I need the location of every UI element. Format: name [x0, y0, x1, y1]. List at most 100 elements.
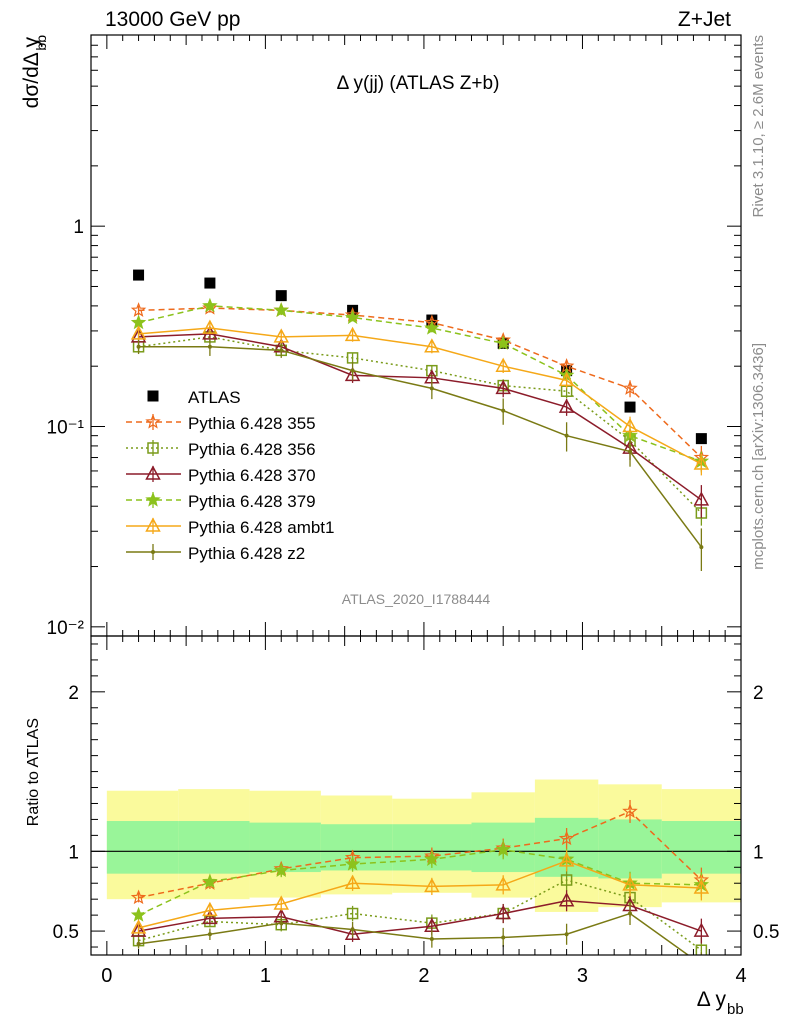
ratio-point: [558, 830, 575, 846]
ratio-y-tick-label: 0.5: [53, 922, 79, 943]
y-axis-label-sub: bb: [33, 35, 49, 51]
x-axis-label-sub: bb: [727, 1001, 744, 1018]
ratio-point: [699, 963, 703, 967]
series-5: [130, 319, 710, 476]
data-point: [622, 417, 638, 433]
ratio-point: [136, 941, 141, 946]
legend: ATLAS Pythia 6.428 355 Pythia 6.428 356 Pyt…: [126, 388, 334, 563]
data-point: [558, 371, 575, 387]
y-tick-label: 10⁻²: [47, 618, 85, 639]
legend-entry: Pythia 6.428 379: [126, 491, 316, 511]
ratio-point: [424, 851, 440, 866]
data-point: [622, 380, 638, 395]
y-axis-label: dσ/dΔ y: [20, 37, 43, 109]
ratio-point: [350, 927, 355, 932]
x-tick-label: 0: [101, 965, 112, 987]
data-point: [279, 348, 284, 353]
legend-entry: Pythia 6.428 z2: [126, 544, 305, 563]
legend-marker: [145, 413, 161, 429]
ratio-series-4: [130, 850, 710, 934]
data-point: [495, 379, 511, 395]
ratio-point: [564, 932, 569, 937]
legend-marker: [145, 517, 161, 532]
legend-label: Pythia 6.428 355: [188, 414, 316, 433]
legend-marker: [145, 465, 161, 480]
legend-label: Pythia 6.428 379: [188, 492, 316, 511]
ratio-point: [501, 935, 506, 940]
legend-marker: [147, 442, 159, 454]
chart-title: Δ y(jj) (ATLAS Z+b): [337, 73, 500, 94]
ratio-point: [130, 922, 147, 937]
x-tick-label: 3: [577, 965, 588, 987]
ratio-point: [628, 911, 633, 916]
data-point: [693, 455, 710, 470]
y-tick-label: 1: [73, 217, 84, 238]
ratio-point: [344, 855, 361, 871]
ratio-y-tick-label-right: 2: [753, 683, 764, 704]
header-left-label: 13000 GeV pp: [105, 8, 240, 31]
y-tick-label: 10⁻¹: [47, 417, 85, 438]
header-right-label: Z+Jet: [678, 8, 731, 31]
data-point: [558, 398, 575, 413]
ratio-point: [346, 907, 359, 920]
data-point: [564, 433, 569, 438]
data-point: [501, 408, 506, 413]
data-point: [275, 290, 287, 302]
data-point: [204, 277, 216, 289]
data-point: [424, 338, 440, 353]
ratio-point: [202, 901, 218, 917]
data-point: [344, 326, 361, 342]
ratio-y-tick-label-right: 1: [753, 842, 764, 863]
x-axis-label: Δ y: [697, 988, 727, 1011]
ratio-point: [622, 876, 638, 891]
data-point: [202, 299, 218, 315]
legend-entry: Pythia 6.428 355: [126, 413, 316, 433]
stat-uncertainty-band: [106, 821, 179, 874]
data-point: [273, 328, 290, 343]
data-point: [133, 269, 145, 281]
data-point: [136, 344, 141, 349]
ratio-y-tick-label: 2: [68, 683, 79, 704]
ratio-y-axis-label: Ratio to ATLAS: [25, 718, 42, 826]
data-point: [202, 319, 218, 334]
data-point: [495, 357, 511, 372]
ratio-point: [344, 925, 361, 941]
data-point: [130, 302, 147, 317]
ratio-point: [495, 841, 511, 857]
ratio-point: [130, 919, 147, 934]
ratio-point: [693, 879, 710, 894]
ratio-point: [693, 922, 710, 937]
legend-marker: [151, 550, 155, 554]
data-point: [344, 309, 361, 325]
data-point: [695, 433, 707, 445]
stat-uncertainty-band: [178, 821, 250, 874]
stat-uncertainty-band: [598, 819, 662, 879]
legend-entry: Pythia 6.428 356: [126, 440, 316, 459]
ratio-point: [560, 874, 573, 886]
legend-entry: ATLAS: [147, 388, 241, 407]
legend-marker: [145, 491, 161, 507]
data-point: [202, 297, 218, 313]
ratio-y-tick-label: 1: [68, 842, 79, 863]
ratio-point: [130, 906, 147, 922]
data-point: [207, 344, 212, 349]
legend-label: Pythia 6.428 370: [188, 466, 316, 485]
ratio-point: [495, 904, 511, 920]
data-point: [273, 302, 289, 317]
legend-label: Pythia 6.428 356: [188, 440, 316, 459]
ratio-point: [424, 877, 440, 893]
ratio-panel: 0.5 0.5 1 1 2 2 0 1 2 3 4 Ratio to ATLAS Δ y bb: [25, 635, 779, 1018]
analysis-label: ATLAS_2020_I1788444: [342, 591, 491, 607]
data-point: [130, 325, 147, 340]
ratio-point: [273, 895, 290, 910]
ratio-point: [429, 937, 434, 942]
ratio-point: [202, 873, 218, 889]
data-point: [495, 335, 511, 350]
ratio-y-tick-label-right: 0.5: [753, 922, 779, 943]
legend-entry: Pythia 6.428 ambt1: [126, 517, 334, 537]
ratio-point: [558, 892, 575, 907]
legend-label: Pythia 6.428 ambt1: [188, 518, 334, 537]
data-point: [699, 545, 704, 550]
ratio-point: [273, 862, 289, 878]
